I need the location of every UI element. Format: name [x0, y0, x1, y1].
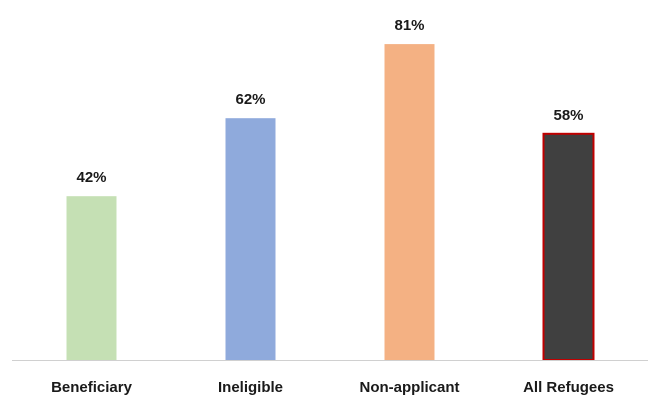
- data-label-all-refugees: 58%: [553, 107, 583, 124]
- x-tick-label-ineligible: Ineligible: [218, 379, 283, 396]
- x-tick-labels-group: Beneficiary Ineligible Non-applicant All Re…: [51, 379, 614, 396]
- bar-non-applicant: [384, 44, 435, 360]
- bars-group: [66, 44, 595, 361]
- x-tick-label-all-refugees: All Refugees: [523, 379, 614, 396]
- data-label-ineligible: 62%: [235, 91, 265, 108]
- bar-all-refugees: [542, 132, 595, 361]
- data-label-beneficiary: 42%: [76, 169, 106, 186]
- data-label-non-applicant: 81%: [394, 17, 424, 34]
- data-labels-group: 42% 62% 81% 58%: [76, 17, 583, 186]
- x-tick-label-beneficiary: Beneficiary: [51, 379, 133, 396]
- x-tick-label-non-applicant: Non-applicant: [360, 379, 460, 396]
- bar-ineligible: [225, 118, 276, 360]
- bar-beneficiary: [66, 196, 117, 360]
